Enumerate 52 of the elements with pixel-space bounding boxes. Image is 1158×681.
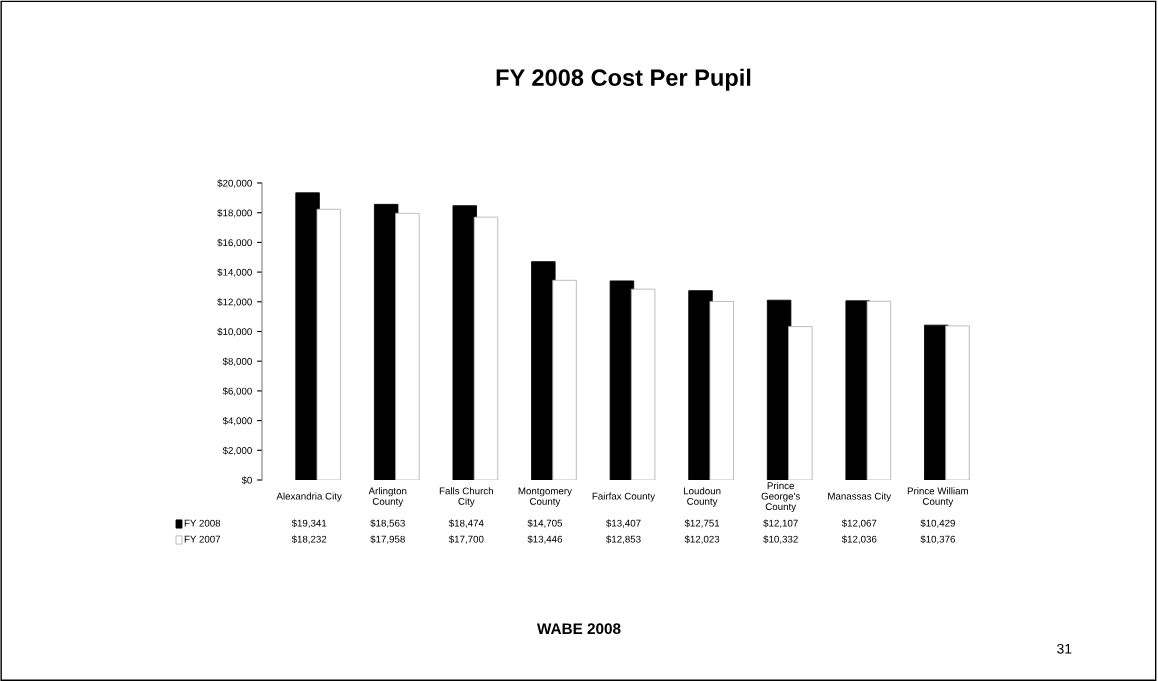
data-label: $12,036 bbox=[841, 535, 877, 544]
data-label: $12,067 bbox=[841, 519, 877, 528]
data-label: $13,407 bbox=[606, 519, 641, 528]
bar bbox=[473, 216, 499, 480]
x-tick-label: Prince George's County bbox=[761, 482, 800, 512]
x-tick-label: Loudoun County bbox=[683, 487, 721, 507]
y-tick-label: $12,000 bbox=[217, 298, 252, 307]
legend-label: FY 2007 bbox=[184, 535, 221, 543]
y-tick-label: $0 bbox=[241, 476, 252, 485]
data-label: $13,446 bbox=[527, 535, 563, 544]
data-label: $14,705 bbox=[527, 519, 563, 528]
x-tick-label: Falls Church City bbox=[439, 487, 493, 507]
bar bbox=[709, 301, 734, 480]
bar bbox=[945, 325, 970, 480]
y-tick-label: $6,000 bbox=[222, 387, 252, 396]
data-label: $18,232 bbox=[291, 535, 327, 544]
x-tick-label: Fairfax County bbox=[592, 492, 656, 502]
bar bbox=[552, 279, 577, 480]
bar bbox=[395, 212, 420, 480]
data-label: $17,958 bbox=[370, 535, 405, 544]
x-tick-label: Arlington County bbox=[368, 487, 407, 507]
bar bbox=[316, 208, 342, 480]
y-tick-label: $16,000 bbox=[217, 238, 252, 248]
data-label: $12,107 bbox=[763, 519, 798, 528]
text: 31 bbox=[1057, 643, 1072, 654]
y-tick-label: $10,000 bbox=[217, 327, 252, 337]
data-label: $18,563 bbox=[370, 519, 405, 528]
data-label: $18,474 bbox=[448, 519, 484, 528]
y-tick-label: $4,000 bbox=[222, 416, 252, 426]
x-tick-label: Montgomery County bbox=[518, 487, 572, 507]
data-label: $12,751 bbox=[684, 519, 720, 528]
y-tick-label: $20,000 bbox=[217, 179, 252, 188]
data-label: $12,853 bbox=[606, 535, 641, 544]
y-tick-label: $8,000 bbox=[222, 357, 252, 366]
bar bbox=[866, 300, 892, 480]
y-tick-label: $18,000 bbox=[217, 209, 252, 218]
data-label: $10,332 bbox=[763, 535, 798, 544]
x-tick-label: Manassas City bbox=[828, 492, 892, 502]
data-label: $17,700 bbox=[448, 535, 484, 544]
data-label: $10,376 bbox=[920, 535, 955, 544]
legend-label: FY 2008 bbox=[184, 519, 221, 527]
chart-title: FY 2008 Cost Per Pupil bbox=[496, 68, 751, 91]
data-label: $12,023 bbox=[684, 535, 720, 544]
y-tick-label: $14,000 bbox=[217, 268, 252, 277]
bar bbox=[630, 288, 656, 480]
x-tick-label: Alexandria City bbox=[276, 492, 342, 502]
bar bbox=[788, 326, 813, 480]
text: WABE 2008 bbox=[536, 623, 621, 635]
y-tick-label: $2,000 bbox=[222, 446, 252, 456]
data-label: $10,429 bbox=[920, 519, 955, 528]
x-tick-label: Prince William County bbox=[907, 487, 968, 507]
data-label: $19,341 bbox=[291, 519, 327, 528]
